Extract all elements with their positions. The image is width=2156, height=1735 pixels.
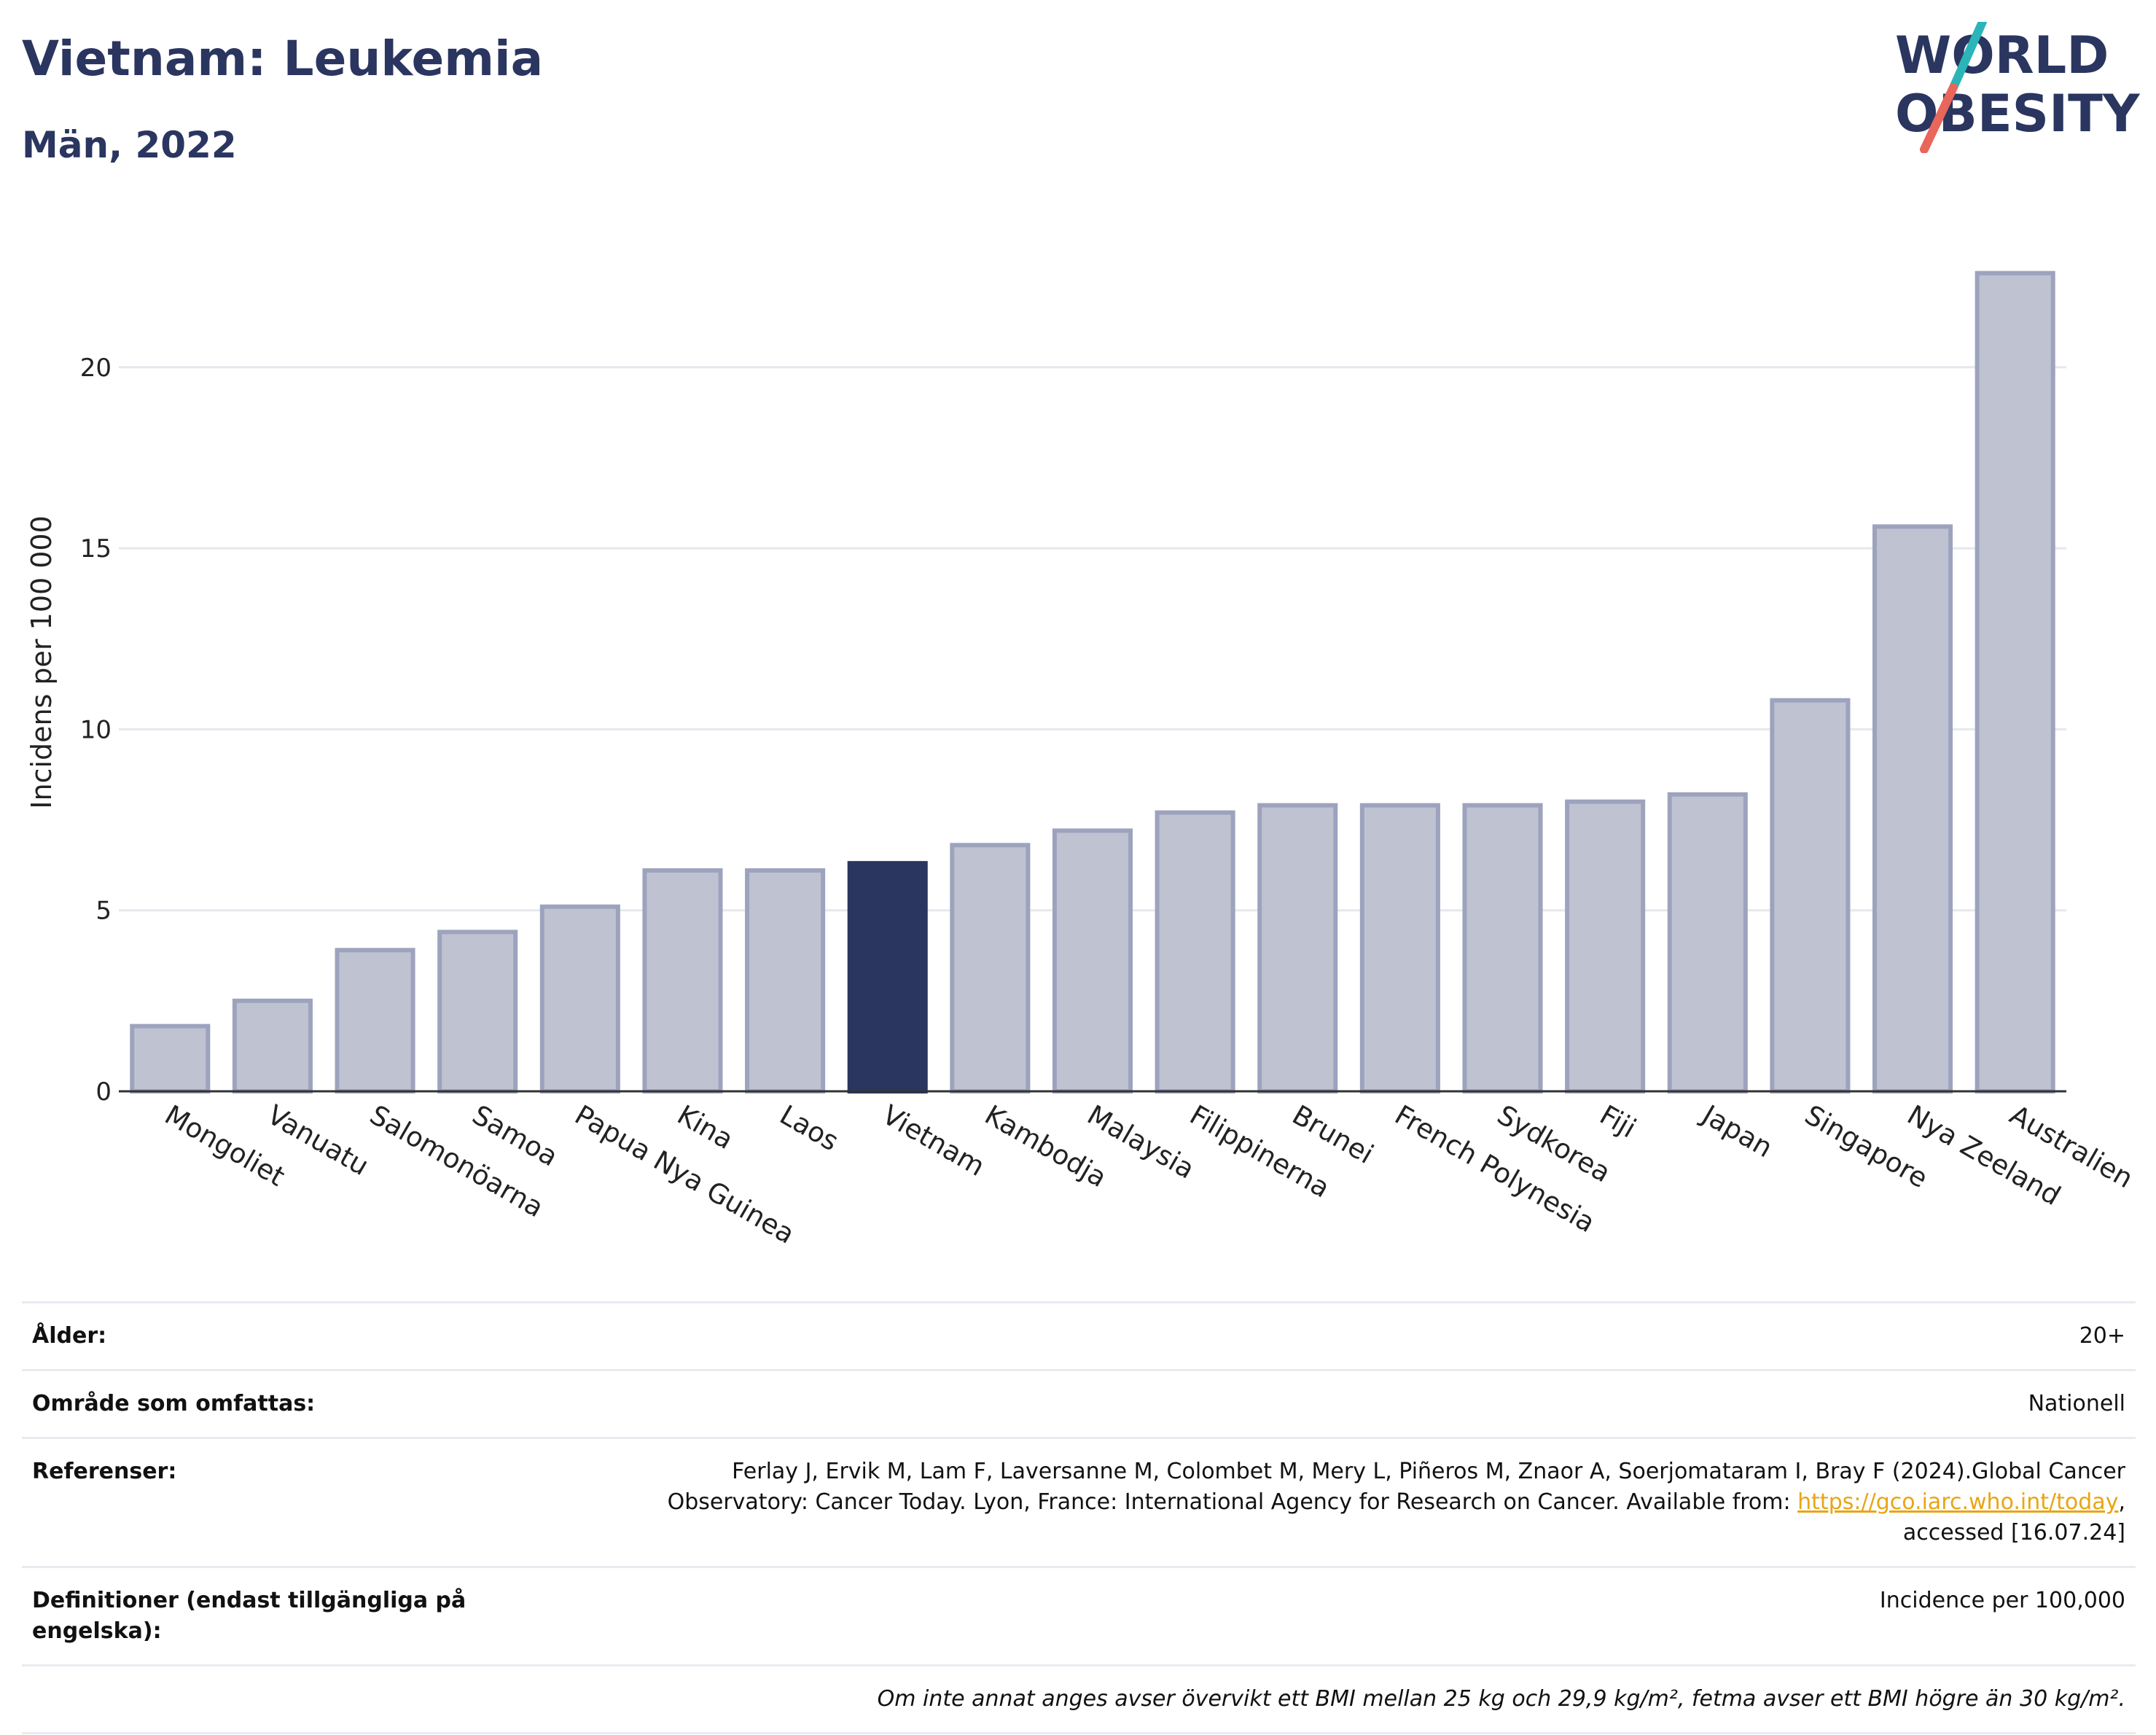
x-tick-label: Kina [672, 1099, 738, 1156]
definitions-value: Incidence per 100,000 [509, 1566, 2136, 1666]
bar-papua-nya-guinea [539, 904, 620, 1094]
bar-kina [642, 868, 723, 1093]
reference-line-2-end: , [2118, 1489, 2125, 1515]
reference-line-3: accessed [16.07.24] [1902, 1520, 2125, 1545]
bar-japan [1667, 792, 1748, 1093]
bar-mongoliet [130, 1024, 211, 1094]
bar-singapore [1770, 698, 1851, 1093]
y-tick-label: 10 [80, 715, 112, 744]
age-label: Ålder: [22, 1301, 509, 1371]
y-tick-label: 0 [95, 1077, 112, 1107]
logo-slash-red [1920, 83, 1958, 153]
bar-malaysia [1052, 828, 1133, 1093]
bar-vanuatu [232, 998, 313, 1094]
y-axis-title: Incidens per 100 000 [26, 515, 58, 809]
info-table: Ålder: 20+ Område som omfattas: Nationel… [22, 1301, 2136, 1734]
x-tick-label: Laos [775, 1099, 844, 1158]
logo-text-world: WORLD [1895, 26, 2109, 85]
x-tick-label: Salomonöarna [364, 1099, 549, 1224]
bar-kambodja [950, 843, 1031, 1094]
bar-brunei [1257, 803, 1338, 1093]
x-tick-label: Fiji [1595, 1099, 1641, 1145]
x-tick-label: Japan [1696, 1099, 1778, 1164]
y-tick-labels: 0 5 10 15 20 [80, 354, 112, 1107]
bar-sydkorea [1462, 803, 1543, 1093]
bar-salomonöarna [335, 948, 415, 1093]
definitions-label: Definitioner (endast tillgängliga på eng… [22, 1566, 509, 1666]
bar-laos [745, 868, 826, 1093]
references-label: Referenser: [22, 1437, 509, 1567]
age-value: 20+ [509, 1301, 2136, 1371]
info-row-area: Område som omfattas: Nationell [22, 1369, 2136, 1438]
y-tick-label: 5 [95, 897, 112, 926]
area-label: Område som omfattas: [22, 1369, 509, 1438]
info-row-age: Ålder: 20+ [22, 1301, 2136, 1371]
reference-line-2: Observatory: Cancer Today. Lyon, France:… [667, 1489, 1798, 1515]
area-value: Nationell [509, 1369, 2136, 1438]
info-row-note: Om inte annat anges avser övervikt ett B… [22, 1664, 2136, 1734]
x-tick-label: Vietnam [877, 1099, 990, 1182]
bar-samoa [437, 929, 518, 1094]
bmi-note: Om inte annat anges avser övervikt ett B… [22, 1664, 2136, 1734]
page-subtitle: Män, 2022 [22, 124, 237, 166]
reference-link[interactable]: https://gco.iarc.who.int/today [1797, 1489, 2119, 1515]
bar-nya-zeeland [1872, 524, 1953, 1093]
y-tick-label: 15 [80, 534, 112, 564]
bar-vietnam [847, 861, 928, 1093]
references-value: Ferlay J, Ervik M, Lam F, Laversanne M, … [509, 1437, 2136, 1567]
bar-french-polynesia [1359, 803, 1440, 1093]
bar-fiji [1565, 799, 1646, 1093]
reference-line-1: Ferlay J, Ervik M, Lam F, Laversanne M, … [732, 1459, 2125, 1484]
logo-slash-teal [1949, 22, 1987, 92]
page-title: Vietnam: Leukemia [22, 31, 544, 87]
y-tick-label: 20 [80, 354, 112, 383]
bars [130, 270, 2055, 1094]
info-row-references: Referenser: Ferlay J, Ervik M, Lam F, La… [22, 1437, 2136, 1567]
info-row-definitions: Definitioner (endast tillgängliga på eng… [22, 1566, 2136, 1666]
world-obesity-logo: WORLD OBESITY [1895, 22, 2141, 153]
bar-australien [1975, 270, 2055, 1093]
bar-chart: 0 5 10 15 20 MongolietVanuatuSalomonöarnaSam… [26, 270, 2139, 1250]
bar-filippinerna [1155, 810, 1235, 1093]
